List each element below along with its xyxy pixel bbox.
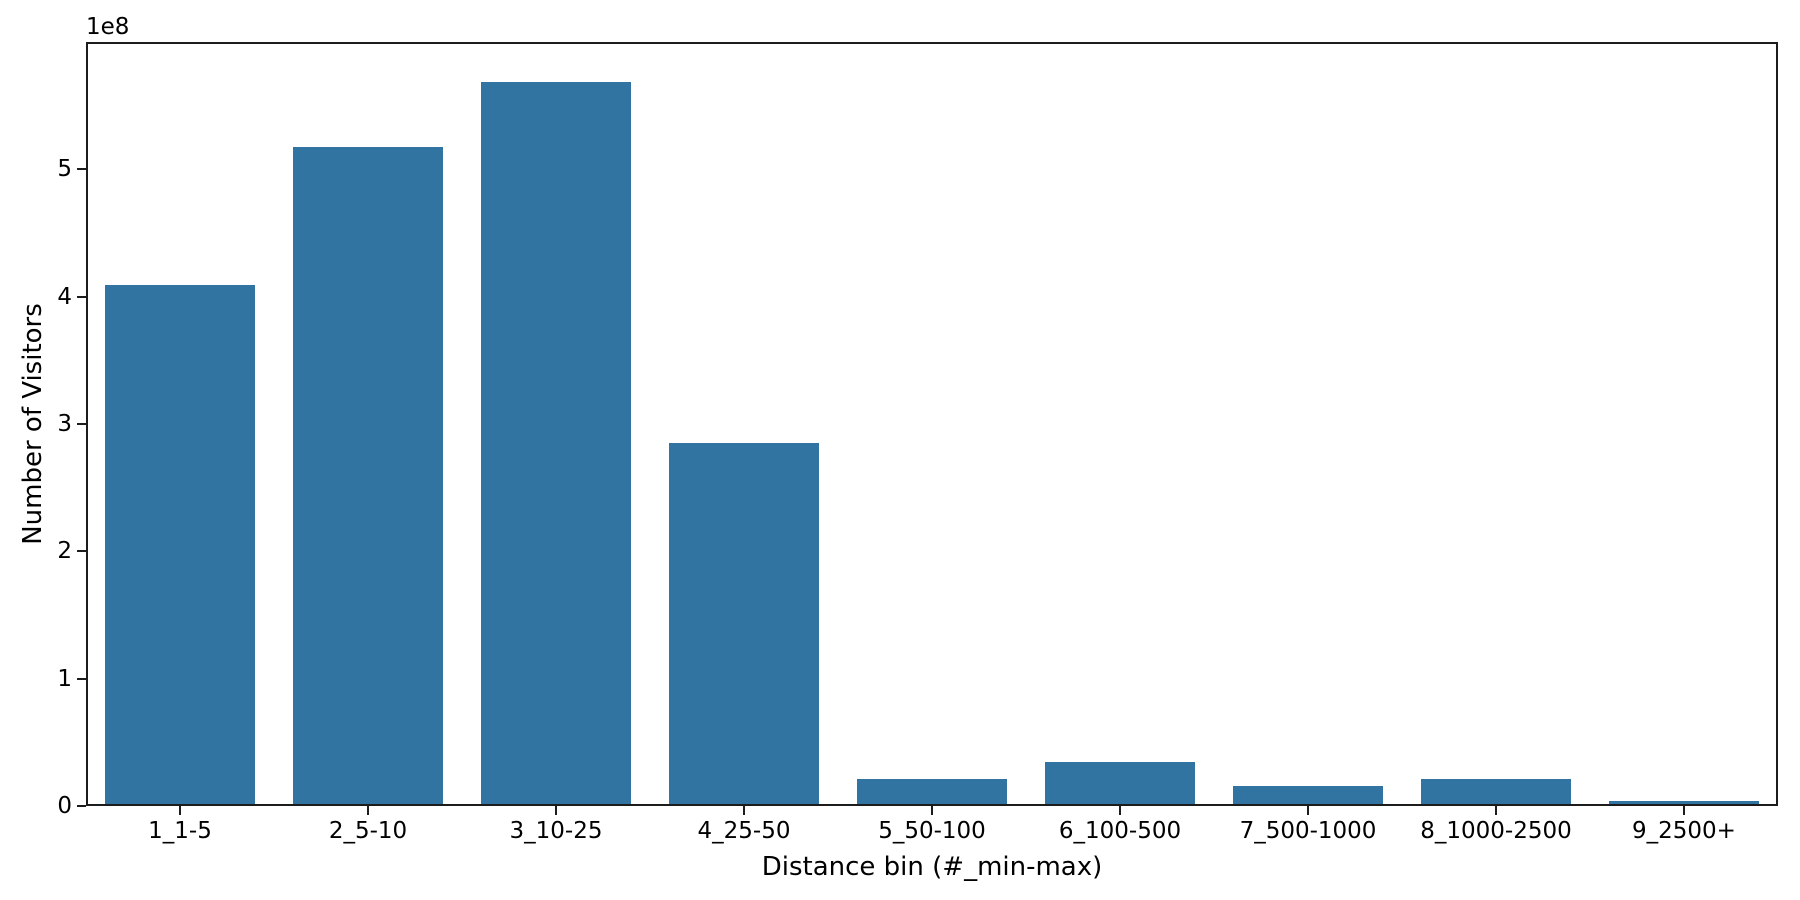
bar-2_5-10 (292, 146, 444, 804)
plot-area (86, 42, 1778, 806)
x-tick-mark (1119, 806, 1121, 815)
bar-7_500-1000 (1232, 786, 1384, 804)
bar-9_2500+ (1608, 800, 1760, 804)
y-tick-mark (77, 805, 86, 807)
x-tick-mark (555, 806, 557, 815)
x-tick-label: 2_5-10 (328, 818, 408, 844)
bar-8_1000-2500 (1420, 779, 1572, 804)
bar-6_100-500 (1044, 761, 1196, 804)
x-axis-title: Distance bin (#_min-max) (761, 852, 1103, 882)
y-axis-offset-label: 1e8 (86, 14, 130, 40)
y-tick-label: 0 (57, 793, 72, 819)
bars-group (88, 44, 1776, 804)
bar-3_10-25 (480, 82, 632, 804)
bar-1_1-5 (104, 284, 256, 804)
bar-4_25-50 (668, 443, 820, 804)
x-tick-label: 7_500-1000 (1239, 818, 1377, 844)
bar-5_50-100 (856, 779, 1008, 804)
x-tick-label: 9_2500+ (1632, 818, 1736, 844)
x-tick-label: 6_100-500 (1058, 818, 1182, 844)
y-tick-label: 4 (57, 283, 72, 310)
y-tick-label: 2 (57, 538, 72, 565)
x-tick-label: 3_10-25 (509, 818, 603, 844)
y-tick-mark (77, 168, 86, 171)
x-tick-label: 1_1-5 (148, 818, 212, 844)
y-tick-mark (77, 295, 86, 298)
x-tick-mark (743, 806, 745, 815)
x-tick-mark (931, 806, 933, 815)
x-tick-label: 4_25-50 (697, 818, 791, 844)
y-tick-label: 5 (57, 156, 72, 183)
x-tick-label: 5_50-100 (878, 818, 986, 844)
y-tick-mark (77, 550, 86, 553)
x-tick-label: 8_1000-2500 (1420, 818, 1572, 844)
y-tick-mark (77, 423, 86, 425)
y-tick-label: 1 (57, 665, 72, 692)
x-tick-mark (179, 806, 181, 815)
x-tick-mark (367, 806, 369, 815)
x-tick-mark (1495, 806, 1497, 815)
y-tick-label: 3 (57, 411, 72, 437)
y-tick-mark (77, 677, 86, 680)
x-tick-mark (1683, 806, 1685, 815)
x-tick-mark (1307, 806, 1309, 815)
